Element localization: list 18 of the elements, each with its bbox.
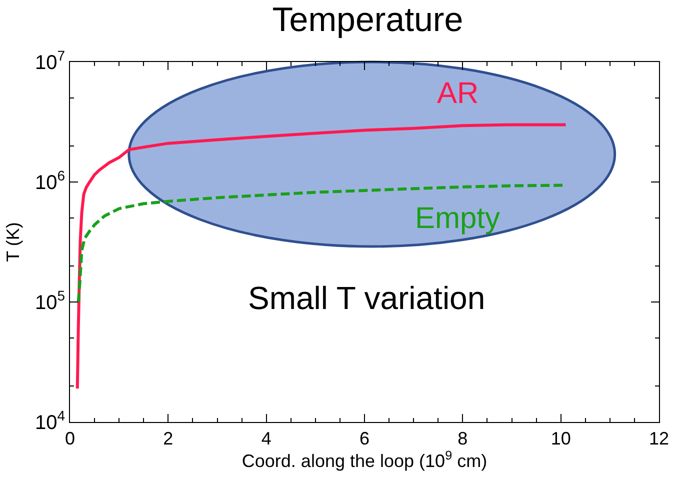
x-tick-label: 6 xyxy=(359,428,370,449)
y-axis-title: T (K) xyxy=(3,222,24,262)
x-tick-label: 10 xyxy=(550,428,571,449)
series-label: Empty xyxy=(415,202,500,235)
x-tick-label: 4 xyxy=(261,428,272,449)
x-axis-title: Coord. along the loop (10$^{9}$ cm) xyxy=(242,448,488,472)
series-label: AR xyxy=(437,77,479,110)
annotation: Small T variation xyxy=(248,280,486,316)
chart-title: Temperature xyxy=(272,1,464,40)
line-series xyxy=(76,123,568,390)
x-tick-label: 12 xyxy=(648,428,670,449)
y-tick-label: 10$^{7}$ xyxy=(34,48,66,74)
x-tick-label: 8 xyxy=(458,428,468,449)
y-tick-label: 10$^{4}$ xyxy=(34,408,66,434)
x-tick-label: 2 xyxy=(163,428,174,449)
y-tick-label: 10$^{6}$ xyxy=(34,168,66,194)
y-tick-label: 10$^{5}$ xyxy=(34,288,66,314)
x-tick-label: 0 xyxy=(64,428,76,449)
